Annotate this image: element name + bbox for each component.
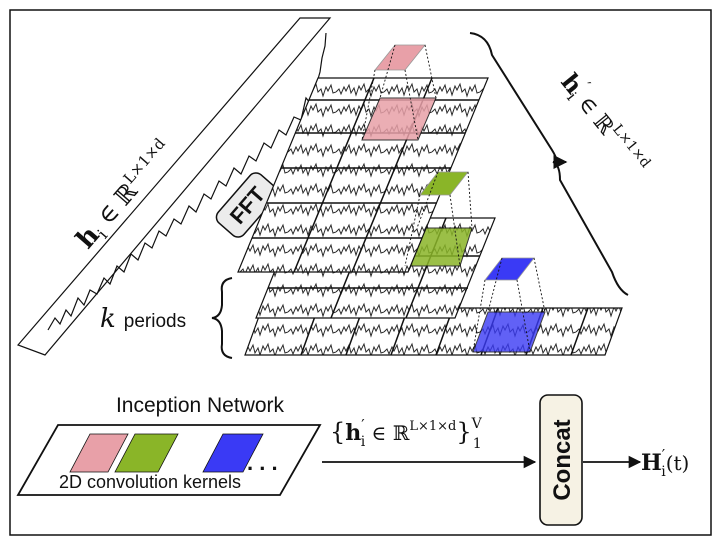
blue-kernel-region — [472, 311, 546, 353]
inception-kernel-pink — [69, 433, 129, 473]
outer-frame — [9, 9, 712, 536]
input-series-strip — [16, 17, 332, 356]
kernels-caption: 2D convolution kernels — [59, 472, 241, 492]
set-notation-label: {h′ i ∈ ℝL×1×d}V 1 — [330, 416, 483, 452]
k-periods-label: k periods — [100, 304, 186, 334]
pink-kernel-region — [361, 97, 437, 141]
right-brace — [469, 32, 629, 296]
k-periods-brace — [211, 277, 233, 359]
concat-label: Concat — [549, 419, 576, 500]
svg-text:h′i ∈ ℝL×1×d: h′i ∈ ℝL×1×d — [553, 65, 657, 181]
output-series-label: H′ i(t) — [641, 446, 689, 480]
input-series-wave — [47, 32, 327, 331]
inception-kernel-blue — [202, 433, 264, 473]
inception-ellipsis: . . . — [247, 450, 278, 475]
pink-kernel — [374, 44, 426, 71]
inception-kernel-green — [114, 433, 179, 473]
output-label: h′i ∈ ℝL×1×d — [553, 65, 657, 181]
inception-title: Inception Network — [116, 394, 285, 417]
kernel-projection-lines — [361, 44, 546, 353]
period-row-1 — [237, 77, 489, 273]
blue-kernel — [484, 257, 535, 281]
concat-box — [539, 394, 583, 526]
